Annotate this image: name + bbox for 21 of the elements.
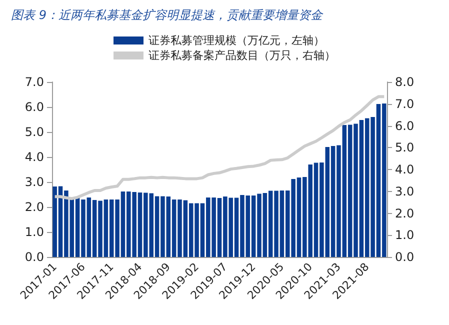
legend-label: 证券私募备案产品数目（万只，右轴） — [148, 49, 336, 62]
y2-tick-label: 7.0 — [395, 96, 414, 111]
y-tick-label: 3.0 — [24, 175, 44, 189]
y-tick-label: 1.0 — [24, 225, 44, 239]
y-tick-label: 5.0 — [24, 125, 44, 139]
y2-tick-label: 0.0 — [395, 250, 414, 264]
y-tick-label: 0.0 — [24, 250, 44, 264]
y2-tick-label: 8.0 — [395, 75, 414, 89]
y2-tick-label: 4.0 — [395, 162, 414, 176]
y-tick-label: 4.0 — [24, 150, 44, 164]
y-tick-label: 2.0 — [24, 200, 44, 214]
chart-title: 图表 9：近两年私募基金扩容明显提速，贡献重要增量资金 — [11, 8, 324, 22]
y2-tick-label: 6.0 — [395, 118, 414, 133]
y2-tick-label: 1.0 — [395, 228, 414, 242]
y2-tick-label: 5.0 — [395, 140, 414, 155]
y2-tick-label: 2.0 — [395, 206, 414, 220]
line-series — [53, 95, 386, 200]
legend-label: 证券私募管理规模（万亿元，左轴） — [148, 34, 324, 47]
y2-tick-label: 3.0 — [395, 184, 414, 198]
y-tick-label: 7.0 — [24, 75, 44, 89]
y-tick-label: 6.0 — [24, 100, 44, 114]
